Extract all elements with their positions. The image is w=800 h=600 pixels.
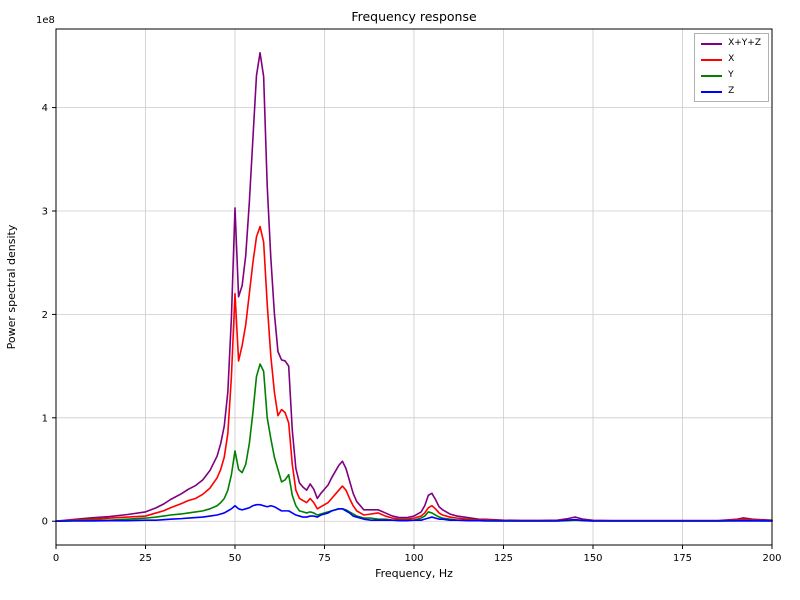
legend-label: X+Y+Z: [728, 38, 761, 48]
series-line-Z: [55, 503, 773, 523]
y-tick-label: 0: [42, 517, 48, 528]
legend-item-Y: Y: [701, 71, 761, 80]
x-tick-label: 25: [139, 553, 152, 564]
axis-ticks: 0 25 50 75 100 125 150 175 200 0 1 2 3 4: [42, 103, 782, 564]
legend-line-swatch: [701, 58, 723, 61]
legend-item-X+Y+Z: X+Y+Z: [701, 39, 761, 48]
legend-item-X: X: [701, 55, 761, 64]
y-tick-label: 1: [42, 413, 48, 424]
x-axis-label: Frequency, Hz: [375, 567, 453, 580]
y-tick-label: 2: [42, 310, 48, 321]
y-tick-label: 4: [42, 103, 48, 114]
legend: X+Y+Z X Y Z: [694, 33, 769, 102]
y-axis-offset-text: 1e8: [36, 15, 55, 26]
legend-line-swatch: [701, 90, 723, 93]
x-tick-label: 0: [53, 553, 59, 564]
x-tick-label: 200: [762, 553, 781, 564]
legend-label: X: [728, 54, 735, 64]
x-tick-label: 175: [673, 553, 692, 564]
x-tick-label: 75: [318, 553, 331, 564]
chart-title: Frequency response: [351, 9, 477, 24]
series-lines: [55, 51, 773, 523]
x-tick-label: 125: [494, 553, 513, 564]
legend-label: Z: [728, 86, 735, 96]
x-tick-label: 50: [229, 553, 242, 564]
legend-line-swatch: [701, 42, 723, 45]
x-tick-label: 150: [583, 553, 602, 564]
legend-line-swatch: [701, 74, 723, 77]
legend-label: Y: [728, 70, 734, 80]
legend-item-Z: Z: [701, 87, 761, 96]
y-tick-label: 3: [42, 206, 48, 217]
gridlines: [55, 29, 773, 545]
x-tick-label: 100: [404, 553, 423, 564]
y-axis-label: Power spectral density: [5, 224, 18, 349]
